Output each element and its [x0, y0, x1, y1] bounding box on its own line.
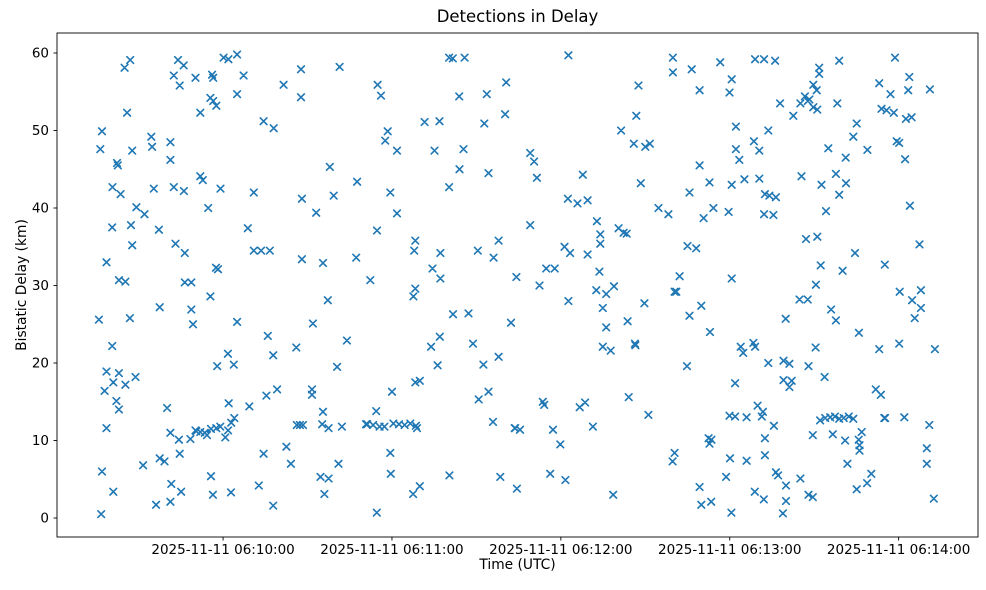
x-tick-label: 2025-11-11 06:12:00 — [489, 542, 632, 558]
y-tick-label: 10 — [32, 433, 49, 449]
y-tick-label: 30 — [32, 278, 49, 294]
plot-border — [56, 32, 979, 538]
x-tick-label: 2025-11-11 06:11:00 — [320, 542, 463, 558]
y-tick-label: 0 — [40, 511, 49, 527]
y-tick-label: 20 — [32, 356, 49, 372]
chart-title: Detections in Delay — [436, 7, 599, 26]
y-tick-label: 50 — [32, 123, 49, 139]
y-tick-label: 60 — [32, 45, 49, 61]
scatter-markers — [94, 50, 939, 519]
x-tick-label: 2025-11-11 06:10:00 — [151, 542, 294, 558]
y-axis-label-text: Bistatic Delay (km) — [14, 219, 30, 351]
x-tick-label: 2025-11-11 06:14:00 — [827, 542, 970, 558]
x-tick-label: 2025-11-11 06:13:00 — [658, 542, 801, 558]
x-axis-label: Time (UTC) — [479, 557, 556, 573]
y-tick-label: 40 — [32, 201, 49, 217]
